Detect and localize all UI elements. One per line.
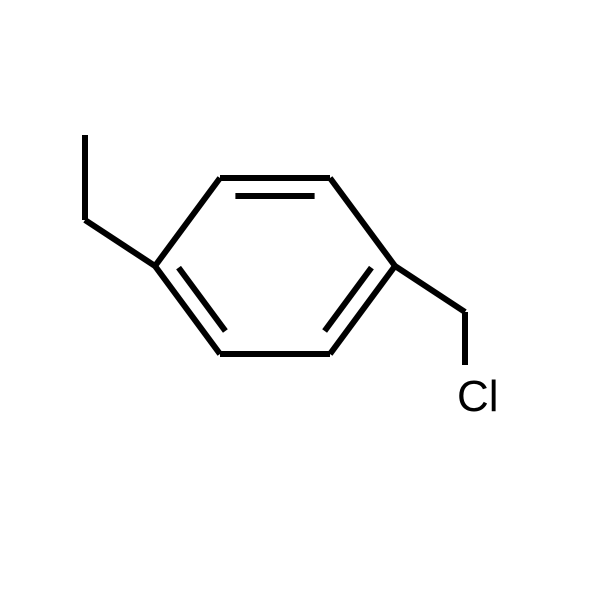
bond-line (155, 178, 220, 266)
molecule-canvas: Cl (0, 0, 600, 600)
bond-line (179, 268, 226, 331)
bond-line (330, 178, 395, 266)
bond-line (325, 268, 372, 331)
bond-line (85, 220, 155, 266)
atom-label-cl: Cl (457, 372, 499, 421)
bond-line (395, 266, 465, 312)
